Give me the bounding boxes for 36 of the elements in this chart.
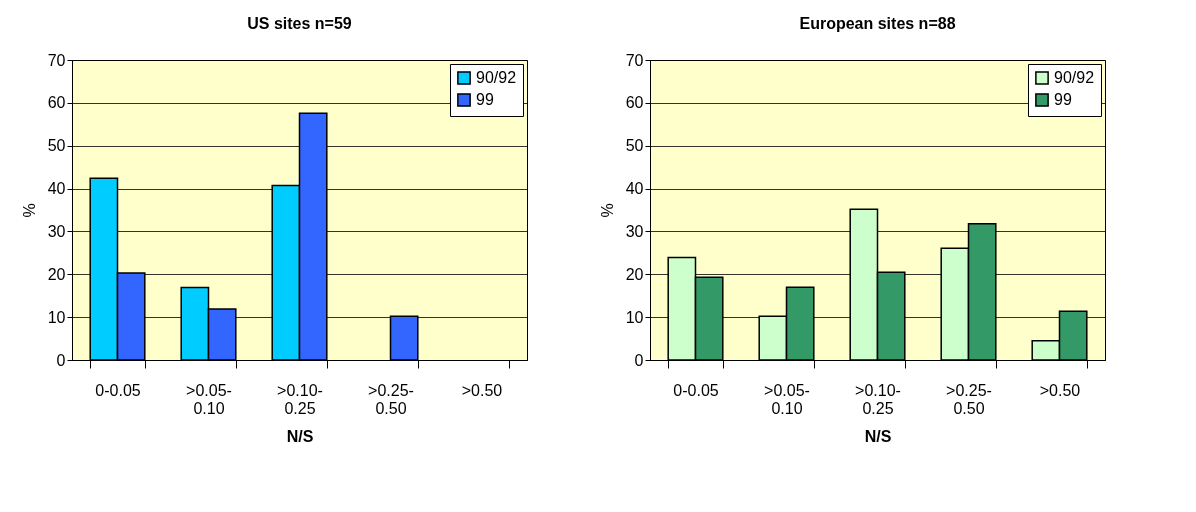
- y-tick-label: 20: [625, 265, 644, 283]
- y-axis-title: %: [20, 203, 38, 218]
- y-tick-label: 10: [47, 308, 66, 326]
- chart-title: European sites n=88: [799, 15, 956, 32]
- chart-title: US sites n=59: [247, 15, 352, 32]
- legend-label: 90/92: [476, 69, 517, 86]
- y-tick-label: 0: [56, 351, 66, 369]
- y-tick-label: 10: [625, 308, 644, 326]
- legend-label: 99: [476, 91, 494, 108]
- x-tick-label: >0.05- 0.10: [186, 381, 232, 417]
- y-tick-label: 30: [47, 222, 66, 240]
- x-tick-label: >0.25- 0.50: [946, 381, 992, 417]
- y-tick-label: 70: [47, 51, 66, 69]
- y-tick-label: 50: [625, 137, 644, 155]
- x-axis-title: N/S: [286, 427, 314, 445]
- x-tick-label: >0.50: [1039, 381, 1081, 399]
- x-tick-label: >0.10- 0.25: [277, 381, 323, 417]
- y-tick-label: 0: [634, 351, 644, 369]
- x-tick-label: 0-0.05: [95, 381, 141, 399]
- y-tick-label: 60: [625, 94, 644, 112]
- x-tick-label: >0.05- 0.10: [764, 381, 810, 417]
- y-tick-label: 60: [47, 94, 66, 112]
- legend-label: 99: [1054, 91, 1072, 108]
- x-tick-label: >0.10- 0.25: [855, 381, 901, 417]
- y-tick-label: 20: [47, 265, 66, 283]
- y-tick-label: 40: [47, 180, 66, 198]
- y-tick-label: 50: [47, 137, 66, 155]
- y-tick-label: 30: [625, 222, 644, 240]
- y-axis-title: %: [598, 203, 616, 218]
- x-tick-label: >0.25- 0.50: [368, 381, 414, 417]
- legend-label: 90/92: [1054, 69, 1095, 86]
- x-tick-label: 0-0.05: [673, 381, 719, 399]
- y-tick-label: 40: [625, 180, 644, 198]
- y-tick-label: 70: [625, 51, 644, 69]
- x-axis-title: N/S: [864, 427, 892, 445]
- x-tick-label: >0.50: [461, 381, 503, 399]
